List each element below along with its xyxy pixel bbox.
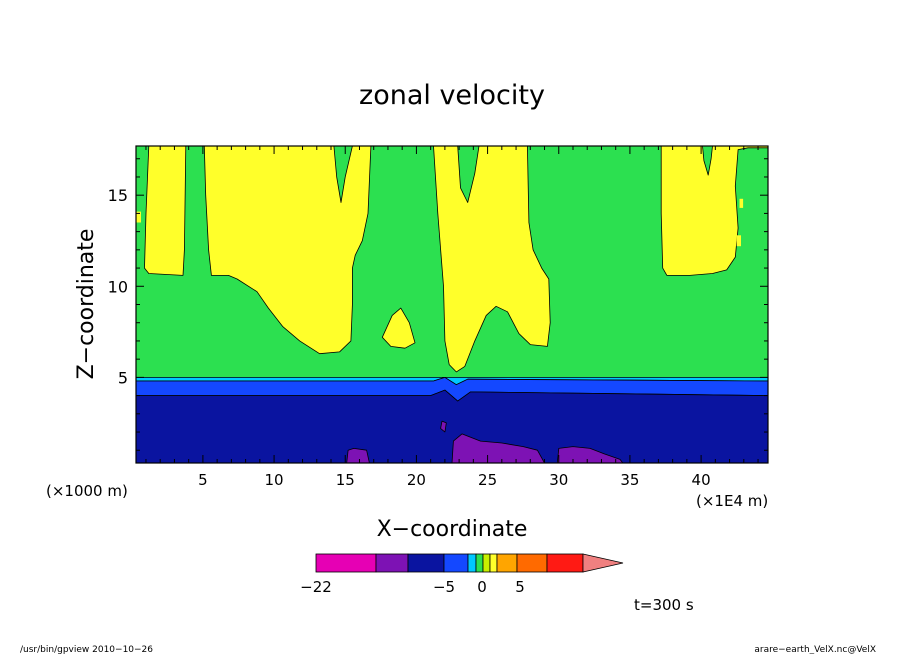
contour-region <box>440 420 447 433</box>
contour-region <box>144 146 187 276</box>
colorbar-swatch <box>496 553 518 573</box>
contour-region <box>451 433 545 463</box>
contour-region <box>433 146 551 373</box>
colorbar-swatch <box>516 553 548 573</box>
y-tick-label: 10 <box>108 277 128 296</box>
colorbar-label: −22 <box>300 578 332 596</box>
colorbar <box>315 553 624 573</box>
colorbar-swatch <box>375 553 409 573</box>
colorbar-swatch <box>489 553 498 573</box>
x-tick-label: 10 <box>265 471 284 489</box>
y-axis-label: Z−coordinate <box>74 229 99 380</box>
contour-region <box>660 146 768 276</box>
contour-region <box>346 447 370 463</box>
x-axis-ticks: 5 10 15 20 25 30 35 40 <box>145 146 759 489</box>
x-unit-right: (×1E4 m) <box>696 492 768 510</box>
contour-regions <box>136 146 768 463</box>
contour-region <box>203 146 372 355</box>
colorbar-label: 5 <box>515 578 525 596</box>
colorbar-swatch <box>407 553 445 573</box>
plot-area <box>136 146 768 463</box>
x-tick-label: 35 <box>620 471 639 489</box>
y-tick-label: 5 <box>118 368 128 387</box>
x-axis-label: X−coordinate <box>377 517 528 542</box>
colorbar-arrow <box>582 553 624 573</box>
x-tick-label: 30 <box>549 471 568 489</box>
contour-region <box>136 389 768 463</box>
contour-spot <box>739 198 744 208</box>
x-unit-left: (×1000 m) <box>46 482 128 500</box>
y-axis-ticks: 5 10 15 <box>108 158 768 451</box>
x-tick-label: 5 <box>198 471 208 489</box>
colorbar-swatch <box>443 553 469 573</box>
contour-spot <box>136 211 141 223</box>
footer-left: /usr/bin/gpview 2010−10−26 <box>20 645 153 654</box>
colorbar-label: 0 <box>477 578 487 596</box>
colorbar-swatch <box>546 553 584 573</box>
colorbar-labels: −22 −5 0 5 <box>300 578 525 596</box>
x-tick-label: 15 <box>336 471 355 489</box>
x-tick-label: 40 <box>692 471 711 489</box>
colorbar-swatch <box>315 553 377 573</box>
footer-right: arare−earth_VelX.nc@VelX <box>754 645 876 654</box>
colorbar-swatch <box>475 553 484 573</box>
chart-title: zonal velocity <box>359 80 545 111</box>
y-tick-label: 15 <box>108 186 128 205</box>
x-tick-label: 25 <box>478 471 497 489</box>
time-label: t=300 s <box>634 596 694 614</box>
colorbar-swatch <box>467 553 477 573</box>
contour-region <box>381 307 416 349</box>
colorbar-label: −5 <box>433 578 455 596</box>
x-tick-label: 20 <box>407 471 426 489</box>
colorbar-swatch <box>482 553 491 573</box>
contour-spot <box>736 235 741 247</box>
